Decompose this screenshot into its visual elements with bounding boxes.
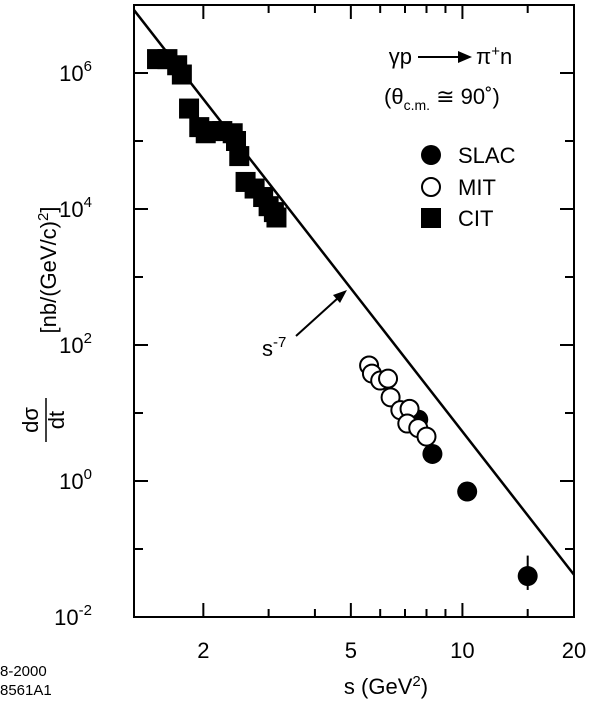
point-slac [457, 481, 478, 502]
legend-marker-slac [421, 145, 441, 165]
y-axis-units: [nb/(GeV/c)2] [35, 207, 61, 334]
y-axis-units-main: [nb/(GeV/c) [36, 221, 61, 333]
plot-frame [133, 4, 575, 618]
data-markers [147, 49, 538, 590]
legend-marker-mit [421, 177, 441, 197]
y-tick-label: 104 [59, 194, 92, 222]
y-axis-units-close: ] [36, 207, 61, 213]
point-slac [422, 443, 443, 464]
y-tick-label-base: 10 [59, 61, 83, 86]
fit-line-pointer-shaft [295, 297, 339, 337]
x-tick-labels: 2 5 10 20 [197, 638, 586, 663]
y-tick-label-exp: 6 [84, 58, 92, 75]
reaction-final-state: π+n [476, 43, 512, 69]
fit-line-label-main: s [262, 336, 273, 361]
reaction-angle-rest: ≅ 90˚) [430, 84, 500, 109]
point-mit [416, 426, 437, 447]
legend-label-slac: SLAC [458, 143, 516, 168]
legend-label-cit: CIT [458, 206, 493, 231]
y-tick-label-base: 10 [59, 333, 83, 358]
x-tick-label: 10 [450, 638, 474, 663]
reaction-annotation: γp π+n (θc.m. ≅ 90˚) [384, 43, 512, 113]
y-tick-label: 102 [59, 330, 92, 358]
fit-line-label-sup: -7 [273, 334, 286, 351]
y-tick-label: 100 [59, 466, 92, 494]
y-tick-label-exp: 2 [84, 330, 92, 347]
x-axis-title-close: ) [421, 674, 428, 699]
legend: SLAC MIT CIT [421, 143, 516, 231]
fit-line-group [133, 9, 575, 576]
reaction-final-pi: π [476, 44, 491, 69]
x-axis-title-sup: 2 [412, 673, 420, 690]
x-tick-label: 5 [345, 638, 357, 663]
point-cit [229, 146, 250, 167]
point-cit [266, 207, 287, 228]
footnote-id: 8561A1 [0, 682, 52, 699]
y-tick-label-base: 10 [59, 469, 83, 494]
y-tick-label-exp: 4 [84, 194, 92, 211]
fit-line-label: s-7 [262, 334, 286, 361]
point-slac [517, 566, 538, 587]
reaction-initial-state: γp [389, 44, 412, 69]
y-tick-label: 10-2 [54, 602, 92, 630]
x-tick-label: 20 [562, 638, 586, 663]
y-tick-label-exp: 0 [84, 466, 92, 483]
x-axis-title-main: s (GeV [344, 674, 413, 699]
reaction-angle-open: (θ [384, 84, 404, 109]
fit-line-pointer-head [333, 290, 347, 303]
y-axis-units-sup: 2 [35, 213, 52, 221]
y-tick-label: 106 [59, 58, 92, 86]
reaction-angle-sub: c.m. [404, 97, 430, 113]
point-cit [171, 64, 192, 85]
reaction-arrow-head [458, 51, 472, 63]
point-cit [179, 98, 200, 119]
reaction-final-sup: + [491, 43, 500, 60]
y-axis-title: dσ dt [nb/(GeV/c)2] [18, 207, 69, 442]
y-axis-frac-den: dt [44, 411, 69, 429]
axis-ticks [134, 4, 575, 618]
reaction-angle: (θc.m. ≅ 90˚) [384, 84, 500, 113]
fit-line-annotation: s-7 [262, 290, 347, 361]
x-axis-title: s (GeV2) [344, 673, 428, 699]
footnote-date: 8-2000 [0, 663, 47, 680]
legend-marker-cit [421, 208, 441, 228]
fit-line-s-7 [133, 9, 575, 576]
y-tick-label-exp: -2 [79, 602, 92, 619]
point-mit [378, 368, 399, 389]
x-tick-label: 2 [197, 638, 209, 663]
y-tick-label-base: 10 [54, 605, 78, 630]
legend-label-mit: MIT [458, 175, 496, 200]
reaction-final-n: n [500, 44, 512, 69]
point-cit [226, 131, 247, 151]
y-tick-label-base: 10 [59, 197, 83, 222]
y-axis-frac-num: dσ [18, 407, 43, 433]
